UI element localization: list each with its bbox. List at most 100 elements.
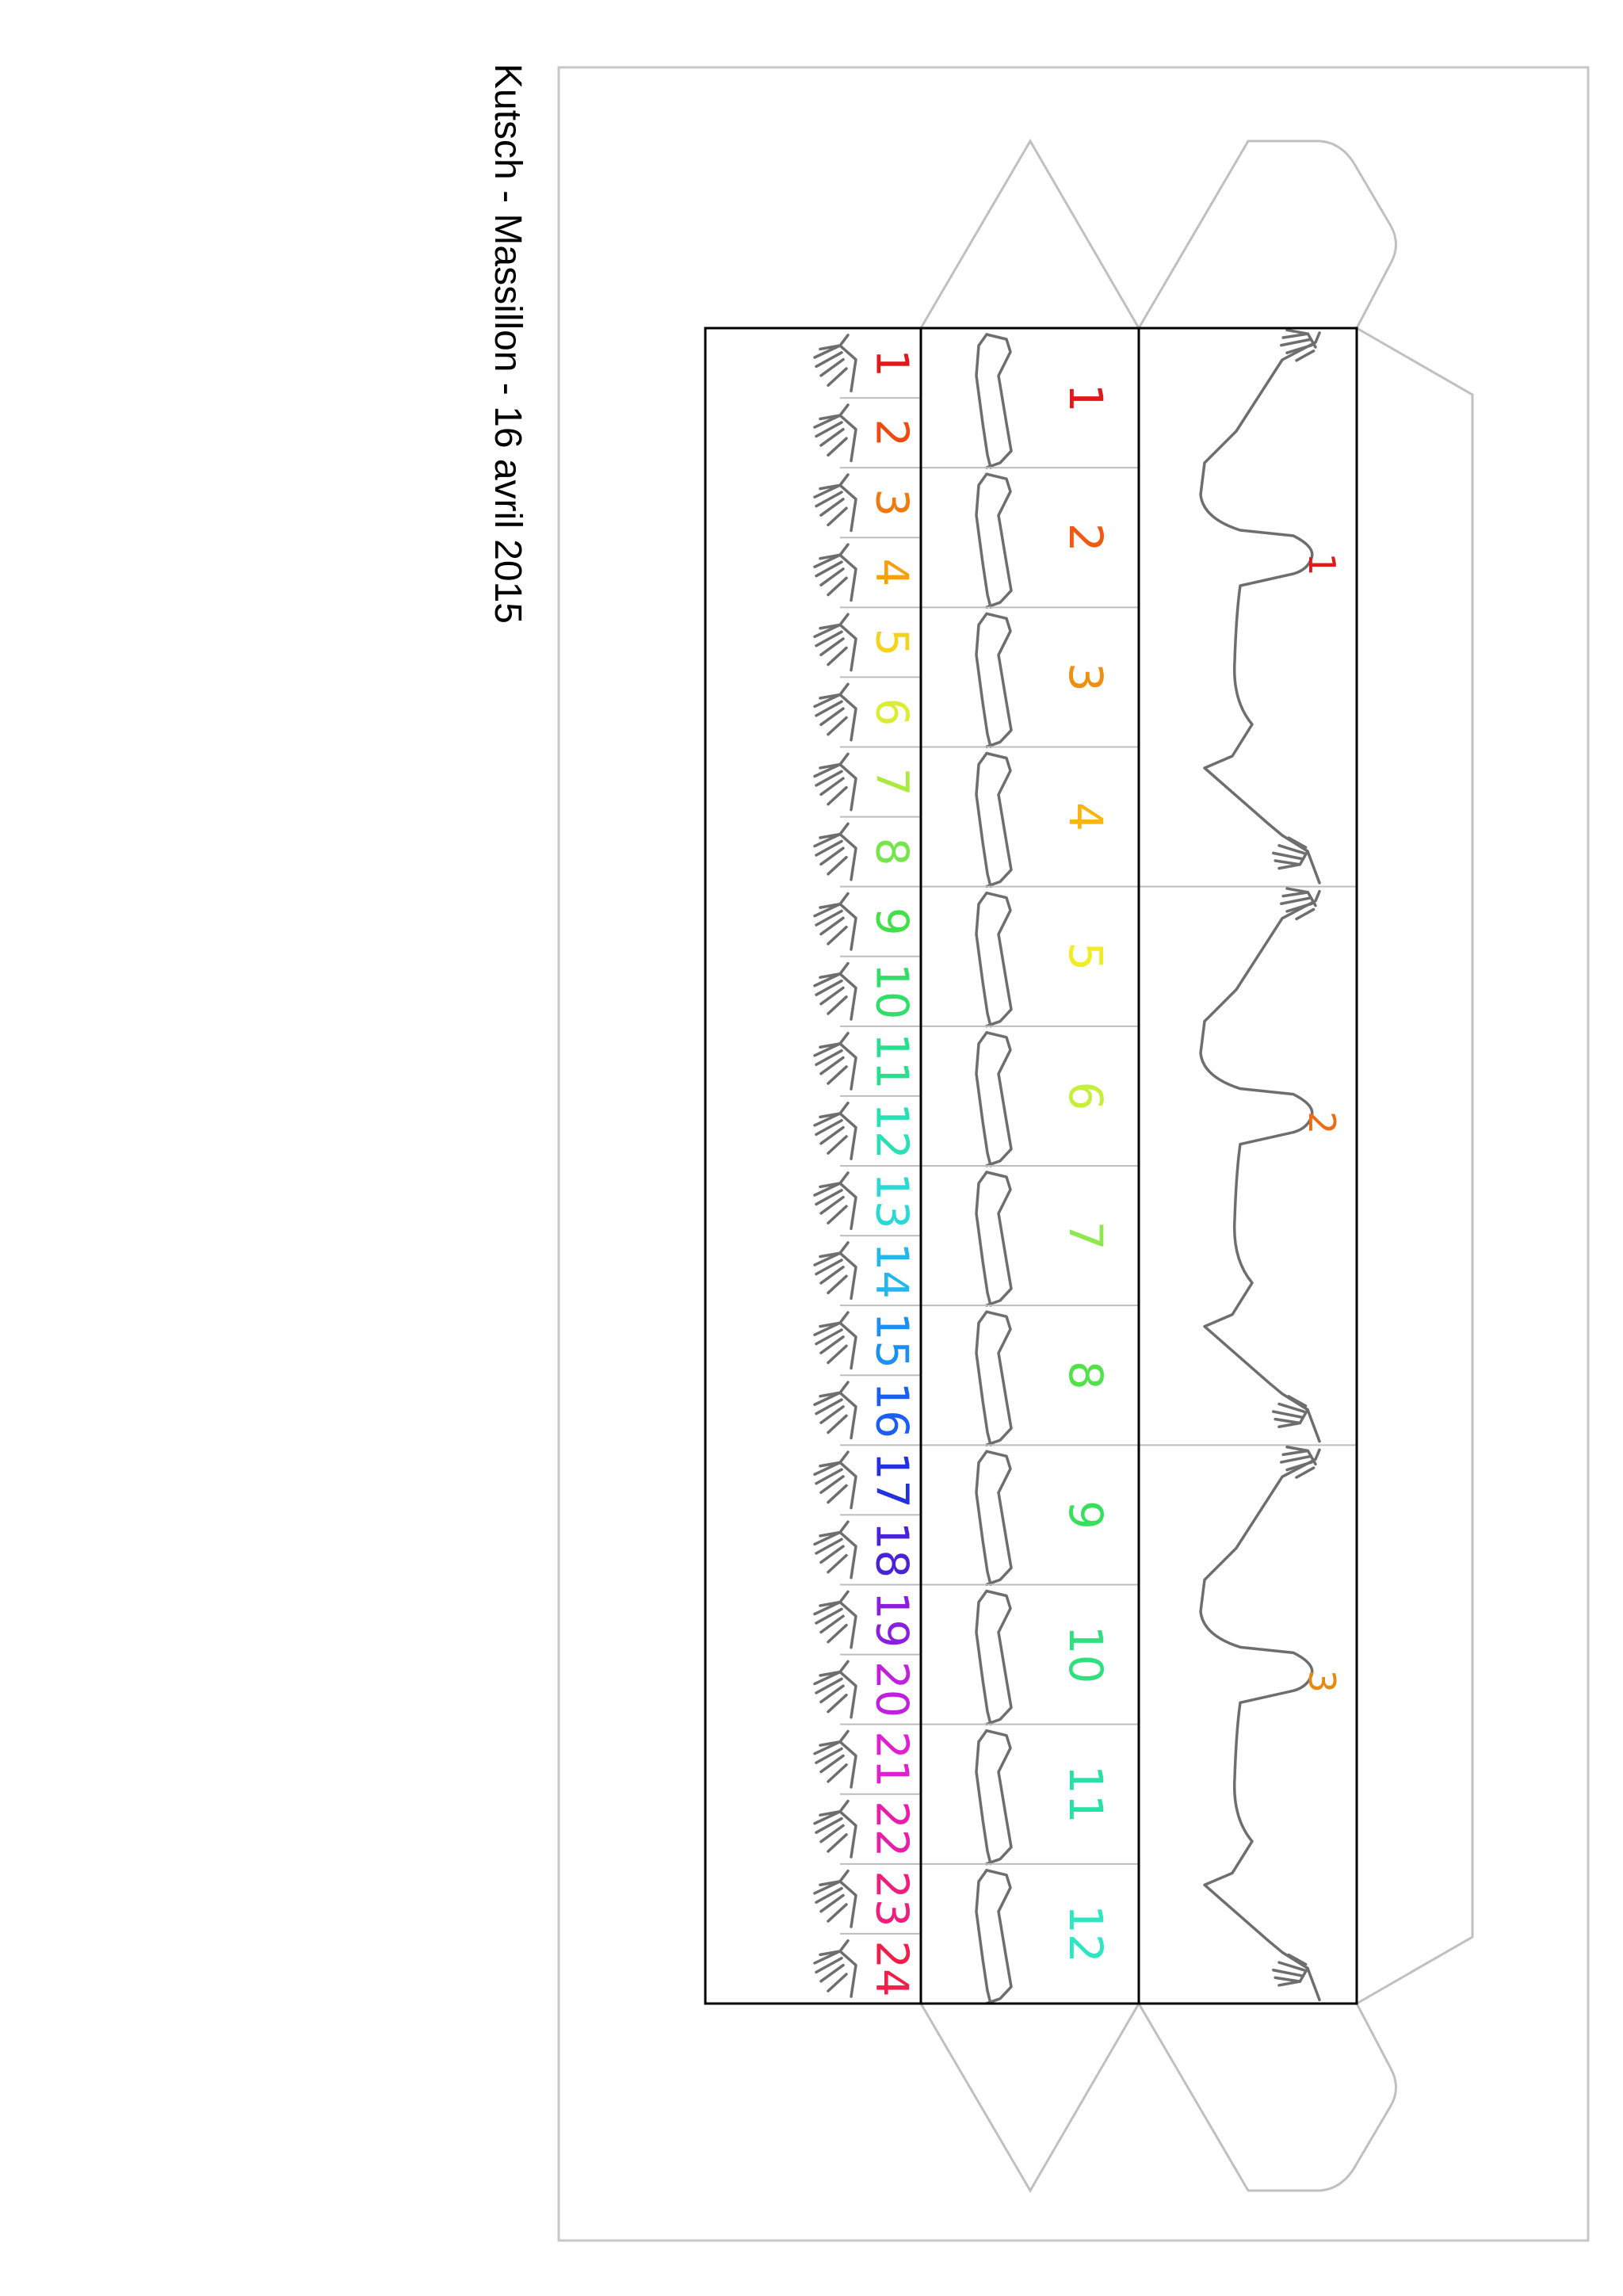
hand-fingers-icon: [1272, 1395, 1309, 1429]
hand-strip-number: 9: [866, 907, 918, 936]
arm-torso-outline: [1199, 1448, 1321, 2002]
hand-strip-number: 13: [866, 1172, 918, 1228]
hand-strip-number: 2: [866, 418, 918, 447]
arm-strip-number: 8: [1059, 1361, 1113, 1390]
band-outline: [704, 327, 1358, 2005]
hand-strip-number: 10: [866, 963, 918, 1019]
hand-strip-number: 15: [866, 1312, 918, 1369]
hand-bottom: [1272, 1395, 1309, 1429]
arm-strip-number: 7: [1059, 1221, 1113, 1251]
arm-strip-number: 12: [1059, 1904, 1113, 1963]
hand-strip-number: 19: [866, 1591, 918, 1648]
hand-strip-number: 11: [866, 1033, 918, 1089]
hand-outline-icon: [813, 1311, 857, 1370]
hand-strip-number: 16: [866, 1382, 918, 1438]
hand-fingers-icon: [1272, 836, 1309, 870]
hand-outline-icon: [813, 1171, 857, 1231]
hand-strip-number: 12: [866, 1102, 918, 1159]
forearm-outline-icon: [975, 1729, 1013, 1866]
hand-outline-icon: [813, 1450, 857, 1510]
hand-fingers-icon: [1272, 1953, 1309, 1987]
arm-strip-number: 11: [1059, 1765, 1113, 1824]
caption: Kutsch - Massillon - 16 avril 2015: [487, 63, 529, 624]
hand-top: [1280, 887, 1317, 921]
hand-strip-number: 23: [866, 1870, 918, 1927]
arm-strip-number: 1: [1059, 384, 1113, 413]
head-strip-number: 2: [1300, 1111, 1343, 1134]
forearm-outline-icon: [975, 1450, 1013, 1587]
hand-outline-icon: [813, 1869, 857, 1928]
arm-strip-number: 4: [1059, 802, 1113, 831]
hand-outline-icon: [813, 822, 857, 881]
figure-silhouette-icon: [1199, 1445, 1321, 2002]
hand-top: [1280, 1445, 1317, 1479]
hand-outline-icon: [813, 334, 857, 393]
arm-torso-outline: [1199, 889, 1321, 1443]
hand-strip-number: 3: [866, 488, 918, 517]
hand-outline-icon: [813, 1520, 857, 1580]
hand-strip-number: 14: [866, 1242, 918, 1298]
hand-strip-number: 4: [866, 558, 918, 586]
hand-outline-icon: [813, 892, 857, 951]
flap-top-right: [1137, 139, 1397, 329]
hand-outline-icon: [813, 752, 857, 812]
strips: 1231234567891011121234567891011121314151…: [813, 328, 1357, 2005]
hand-fingers-icon: [1280, 328, 1317, 362]
head-strip-number: 3: [1300, 1670, 1343, 1693]
hand-outline-icon: [813, 961, 857, 1021]
hand-strip-number: 18: [866, 1522, 918, 1578]
arm-strip-number: 6: [1059, 1081, 1113, 1110]
hand-outline-icon: [813, 1381, 857, 1440]
arm-strip-number: 3: [1059, 663, 1113, 692]
hand-outline-icon: [813, 1590, 857, 1649]
hand-outline-icon: [813, 1729, 857, 1789]
hand-strip-number: 24: [866, 1940, 918, 1996]
flap-top-left: [919, 139, 1140, 329]
flap-bottom-left: [919, 2003, 1140, 2193]
hand-outline-icon: [813, 1241, 857, 1301]
arm-strip-number: 5: [1059, 942, 1113, 971]
hand-outline-icon: [813, 682, 857, 742]
hand-fingers-icon: [1280, 887, 1317, 921]
hand-strip-number: 22: [866, 1801, 918, 1857]
hand-outline-icon: [813, 1031, 857, 1091]
forearm-outline-icon: [975, 1589, 1013, 1726]
hand-outline-icon: [813, 1101, 857, 1160]
arm-strip-number: 2: [1059, 523, 1113, 552]
hand-strip-number: 8: [866, 838, 918, 866]
forearm-outline-icon: [975, 751, 1013, 888]
forearm-outline-icon: [975, 1869, 1013, 2005]
hand-top: [1280, 328, 1317, 362]
hand-strip-number: 7: [866, 768, 918, 797]
hand-fingers-icon: [1280, 1445, 1317, 1479]
page-border: [557, 66, 1590, 2242]
forearm-outline-icon: [975, 612, 1013, 749]
forearm-outline-icon: [975, 891, 1013, 1028]
hand-outline-icon: [813, 613, 857, 672]
figure-silhouette-icon: [1199, 328, 1321, 884]
arm-torso-outline: [1199, 331, 1321, 884]
figure-silhouette-icon: [1199, 887, 1321, 1443]
hand-strip-number: 5: [866, 628, 918, 657]
hand-strip-number: 1: [866, 349, 918, 377]
forearm-outline-icon: [975, 1031, 1013, 1167]
flap-bottom-right: [1137, 2003, 1397, 2192]
forearm-outline-icon: [975, 1310, 1013, 1446]
hand-outline-icon: [813, 1660, 857, 1719]
forearm-outline-icon: [975, 1171, 1013, 1307]
arm-strip-number: 9: [1059, 1500, 1113, 1530]
hand-strip-number: 20: [866, 1661, 918, 1717]
head-strip-number: 1: [1300, 552, 1343, 575]
hand-bottom: [1272, 1953, 1309, 1987]
hand-outline-icon: [813, 473, 857, 533]
hand-outline-icon: [813, 403, 857, 463]
glue-flaps: [919, 139, 1474, 2193]
arm-strip-number: 10: [1059, 1626, 1113, 1684]
hand-outline-icon: [813, 1799, 857, 1859]
hand-outline-icon: [813, 1939, 857, 1998]
hand-bottom: [1272, 836, 1309, 870]
hand-strip-number: 6: [866, 698, 918, 727]
forearm-outline-icon: [975, 472, 1013, 609]
hand-outline-icon: [813, 543, 857, 602]
